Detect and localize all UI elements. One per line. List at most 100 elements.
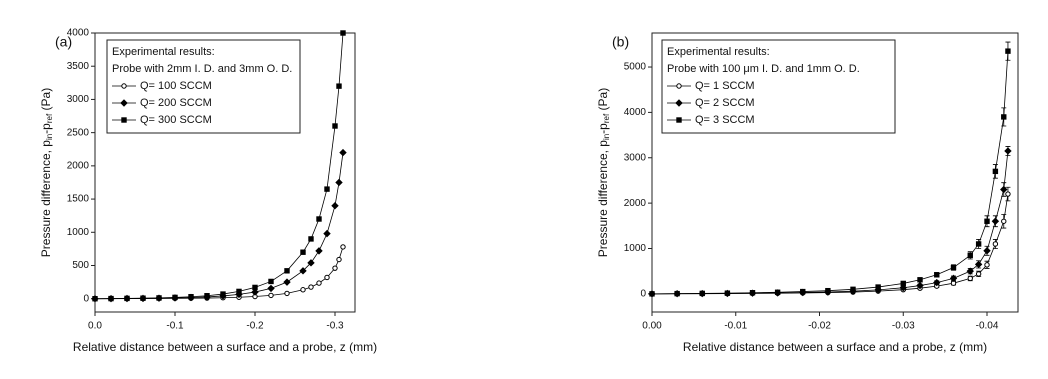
series-line [651,51,1009,295]
marker [307,259,315,267]
y-tick-label: 1000 [624,243,647,254]
marker [1005,48,1011,54]
y-axis-label-part: ref [45,113,54,123]
y-tick-label: 4000 [67,28,90,39]
marker [339,148,347,157]
marker [984,218,990,224]
x-tick-label: -0.04 [976,321,999,332]
marker [315,247,323,255]
marker [900,280,906,287]
marker [649,291,655,297]
y-axis-label: Pressure difference, pin-pref (Pa) [596,88,610,257]
y-tick-label: 2500 [67,127,90,138]
legend-label: Q= 1 SCCM [695,80,755,92]
marker [984,262,990,268]
marker [967,252,973,258]
marker [967,275,973,282]
y-axis-label-part: (Pa) [596,88,610,114]
legend-title: Probe with 2mm I. D. and 3mm O. D. [112,63,292,75]
legend-title: Experimental results: [667,46,770,58]
marker [204,293,210,299]
y-tick-label: 2000 [67,160,90,171]
marker [108,295,114,302]
marker [251,288,259,296]
marker [1004,147,1012,155]
y-tick-label: 3000 [67,94,90,105]
x-tick-label: -0.03 [892,321,915,332]
plot-frame [651,32,1019,313]
plot-frame [94,32,356,313]
y-axis-label-part: Pressure difference, p [39,140,53,258]
marker [949,274,958,283]
legend-title: Experimental results: [112,46,215,58]
marker [917,277,923,283]
series-line [95,246,344,300]
marker [340,30,346,36]
x-tick-label: 0.00 [642,321,662,332]
legend-marker [120,99,128,107]
marker [699,290,705,297]
panel-label: (a) [55,34,72,50]
chart-panel: (b) 0.00 -0.01 -0.02 -0.03 -0.04 0 1000 2000 3000… [596,32,1019,354]
legend-box [661,39,896,134]
marker [800,288,806,295]
legend-marker [676,83,682,89]
marker [1000,185,1008,194]
marker [983,247,991,255]
marker [992,168,999,175]
marker [236,288,242,295]
marker [674,290,680,297]
x-tick-label: -0.02 [808,321,831,332]
marker [749,290,756,296]
marker [724,290,731,296]
marker [850,286,856,293]
y-axis-label-part: (Pa) [39,88,53,114]
y-tick-label: 0 [83,293,89,304]
legend-box [106,39,301,134]
marker [336,83,342,89]
marker [774,289,781,295]
marker [188,294,194,300]
x-axis-label: Relative distance between a surface and … [683,340,987,354]
marker [1001,218,1007,224]
marker [323,229,331,238]
marker [916,281,924,290]
y-axis-label-part: -p [39,123,53,134]
marker [899,284,907,292]
series-line [651,150,1009,295]
y-axis-label-part: Pressure difference, p [596,140,610,258]
marker [284,268,290,274]
y-tick-label: 3000 [624,152,647,163]
marker [825,287,831,294]
legend-label: Q= 2 SCCM [695,97,755,109]
marker [300,287,306,293]
marker [316,280,322,286]
marker [324,274,330,281]
y-axis-label-part: in [45,134,54,140]
marker [300,249,306,255]
marker [875,284,881,290]
marker [335,178,343,187]
marker [975,271,982,277]
marker [92,296,98,302]
marker [308,236,314,242]
marker [299,267,307,275]
marker [172,294,178,301]
marker [340,244,346,250]
marker [991,217,1000,225]
y-tick-label: 1000 [67,227,90,238]
marker [974,260,983,269]
x-tick-label: -0.1 [166,321,184,332]
y-tick-label: 5000 [624,62,647,73]
marker [268,292,274,299]
panel-label: (b) [612,34,629,50]
marker [1005,191,1011,197]
legend-marker [121,83,127,89]
x-tick-label: -0.3 [326,321,344,332]
marker [220,291,226,297]
marker [933,278,941,287]
marker [934,272,940,278]
legend-label: Q= 200 SCCM [140,97,212,109]
marker [1001,114,1007,120]
